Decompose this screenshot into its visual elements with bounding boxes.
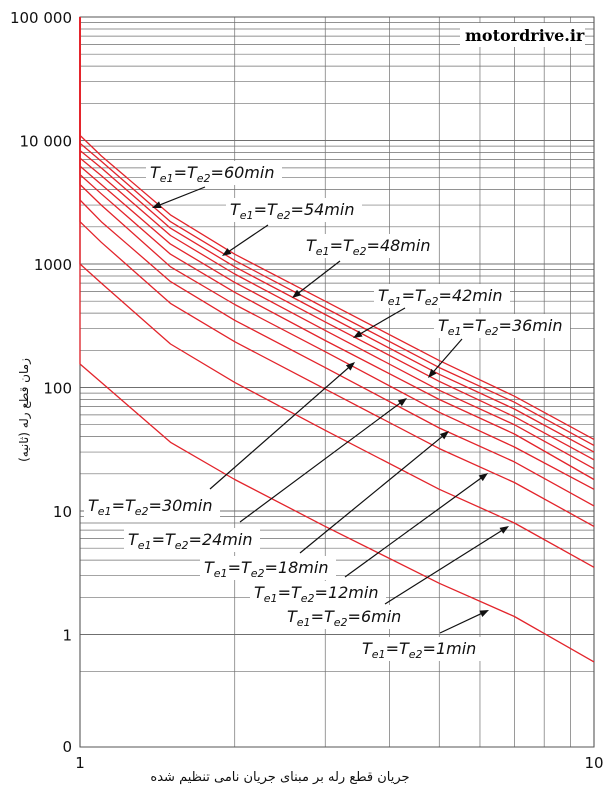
series-line [79, 17, 595, 527]
y-tick-label: 1000 [34, 256, 72, 274]
annotation-arrowhead [478, 473, 488, 482]
curve-annotation: Te1=Te2=18min [200, 431, 449, 580]
annotation-arrow [239, 401, 402, 523]
annotation-label: Te1=Te2=48min [306, 236, 430, 258]
curve-annotation: Te1=Te2=48min [292, 234, 438, 298]
x-tick-label: 1 [75, 754, 85, 772]
annotation-label: Te1=Te2=30min [88, 496, 212, 518]
annotation-box [302, 234, 438, 258]
annotation-arrowhead [397, 398, 407, 407]
annotation-box [124, 528, 260, 552]
annotation-label: Te1=Te2=18min [204, 558, 328, 580]
series-line [79, 17, 595, 446]
curve-annotation: Te1=Te2=30min [84, 362, 355, 518]
y-tick-labels: 1 10 100 1000 10 000 100 000 0 [10, 9, 72, 756]
series-line [79, 17, 595, 470]
annotation-arrowhead [479, 610, 489, 617]
grid [79, 16, 595, 748]
annotation-arrowhead [152, 201, 162, 208]
annotation-box [200, 556, 336, 580]
watermark-text: motordrive.ir [465, 26, 585, 45]
annotations: Te1=Te2=60min Te1=Te2=54min Te1=Te2=48min T… [84, 161, 570, 661]
curve-annotation: Te1=Te2=36min [428, 314, 570, 378]
series-line [79, 17, 595, 481]
annotation-label: Te1=Te2=1min [362, 639, 476, 661]
y-tick-label: 10 000 [20, 133, 73, 151]
curve-annotation: Te1=Te2=24min [124, 398, 407, 552]
curve-annotation: Te1=Te2=12min [250, 473, 488, 605]
series-line [79, 17, 595, 461]
annotation-label: Te1=Te2=12min [254, 583, 378, 605]
annotation-arrowhead [222, 248, 232, 256]
curve-annotation: Te1=Te2=42min [353, 284, 510, 338]
annotation-arrow [344, 476, 483, 578]
annotation-arrow [297, 260, 341, 295]
annotation-label: Te1=Te2=60min [150, 163, 274, 185]
annotation-box [146, 161, 282, 185]
x-axis-title: جریان قطع رله بر مبنای جریان نامی تنظیم … [150, 770, 410, 785]
annotation-label: Te1=Te2=6min [287, 607, 401, 629]
annotation-arrow [227, 224, 269, 253]
annotation-arrow [209, 366, 351, 490]
curve-annotation: Te1=Te2=1min [358, 610, 489, 661]
series-line [79, 17, 595, 507]
y-tick-label: 100 [43, 380, 72, 398]
annotation-arrow [432, 338, 463, 374]
x-tick-labels: 1 10 [75, 754, 603, 772]
curve-annotation: Te1=Te2=60min [146, 161, 282, 208]
annotation-arrow [439, 612, 483, 634]
annotation-box [226, 198, 362, 222]
annotation-arrowhead [439, 431, 449, 440]
y-axis-title: زمان قطع رله (ثانیه) [17, 358, 31, 462]
series-line [79, 17, 595, 440]
curves [79, 17, 595, 663]
series-line [79, 17, 595, 490]
x-tick-label: 10 [584, 754, 603, 772]
annotation-arrow [384, 529, 504, 605]
annotation-label: Te1=Te2=54min [230, 200, 354, 222]
plot-frame [79, 16, 595, 748]
annotation-arrowhead [345, 362, 355, 371]
series-line [79, 17, 595, 453]
watermark-box [460, 23, 585, 47]
annotation-box [84, 494, 220, 518]
annotation-box [358, 637, 482, 661]
annotation-arrowhead [353, 330, 363, 338]
annotation-box [250, 581, 386, 605]
annotation-arrowhead [292, 289, 302, 298]
y-axis-title-wrap: زمان قطع رله (ثانیه) [14, 290, 34, 530]
annotation-label: Te1=Te2=24min [128, 530, 252, 552]
annotation-box [434, 314, 570, 338]
y-tick-label: 1 [62, 627, 72, 645]
annotation-box [374, 284, 510, 308]
y-tick-label-zero: 0 [62, 738, 72, 756]
annotation-arrow [158, 186, 206, 206]
y-tick-label: 10 [53, 503, 72, 521]
curve-annotation: Te1=Te2=6min [283, 526, 509, 629]
annotation-arrowhead [499, 526, 509, 534]
annotation-arrow [358, 307, 406, 336]
annotation-arrowhead [428, 368, 437, 378]
annotation-label: Te1=Te2=36min [438, 316, 562, 338]
annotation-arrow [299, 434, 444, 554]
annotation-box [283, 605, 419, 629]
annotation-label: Te1=Te2=42min [378, 286, 502, 308]
curve-annotation: Te1=Te2=54min [222, 198, 362, 256]
series-line [79, 17, 595, 663]
y-tick-label: 100 000 [10, 9, 72, 27]
series-line [79, 17, 595, 568]
